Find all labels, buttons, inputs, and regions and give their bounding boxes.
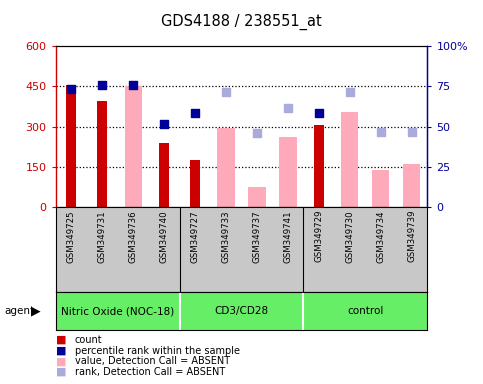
Point: [284, 105, 292, 111]
Text: control: control: [347, 306, 384, 316]
Bar: [403, 164, 421, 207]
Text: ■: ■: [56, 356, 66, 366]
Text: GSM349731: GSM349731: [98, 210, 107, 263]
Text: ▶: ▶: [31, 305, 41, 318]
Point: [408, 129, 416, 135]
Bar: [314, 125, 324, 207]
Text: GSM349729: GSM349729: [314, 210, 324, 262]
Bar: [159, 143, 169, 207]
Point: [253, 130, 261, 136]
Point: [129, 82, 137, 88]
Bar: [125, 86, 142, 207]
Bar: [190, 161, 199, 207]
Text: GSM349740: GSM349740: [159, 210, 169, 263]
Text: percentile rank within the sample: percentile rank within the sample: [75, 346, 240, 356]
Text: agent: agent: [5, 306, 35, 316]
Point: [67, 86, 75, 92]
Text: GSM349734: GSM349734: [376, 210, 385, 263]
Text: GSM349727: GSM349727: [190, 210, 199, 263]
Text: CD3/CD28: CD3/CD28: [214, 306, 269, 316]
Bar: [217, 128, 235, 207]
Text: GSM349725: GSM349725: [67, 210, 75, 263]
Text: GSM349730: GSM349730: [345, 210, 355, 263]
Point: [222, 89, 230, 95]
Point: [377, 129, 385, 135]
Text: GSM349736: GSM349736: [128, 210, 138, 263]
Point: [315, 110, 323, 116]
Bar: [280, 137, 297, 207]
Bar: [248, 187, 266, 207]
Text: GSM349741: GSM349741: [284, 210, 293, 263]
Text: rank, Detection Call = ABSENT: rank, Detection Call = ABSENT: [75, 367, 225, 377]
Bar: [66, 85, 76, 207]
Text: ■: ■: [56, 346, 66, 356]
Point: [160, 121, 168, 127]
Point: [346, 89, 354, 95]
Text: ■: ■: [56, 335, 66, 345]
Text: GSM349737: GSM349737: [253, 210, 261, 263]
Text: GDS4188 / 238551_at: GDS4188 / 238551_at: [161, 13, 322, 30]
Point: [98, 82, 106, 88]
Point: [191, 110, 199, 116]
Text: ■: ■: [56, 367, 66, 377]
Text: GSM349739: GSM349739: [408, 210, 416, 262]
Text: Nitric Oxide (NOC-18): Nitric Oxide (NOC-18): [61, 306, 174, 316]
Bar: [98, 101, 107, 207]
Bar: [372, 170, 389, 207]
Bar: [341, 112, 358, 207]
Text: GSM349733: GSM349733: [222, 210, 230, 263]
Text: count: count: [75, 335, 102, 345]
Text: value, Detection Call = ABSENT: value, Detection Call = ABSENT: [75, 356, 230, 366]
